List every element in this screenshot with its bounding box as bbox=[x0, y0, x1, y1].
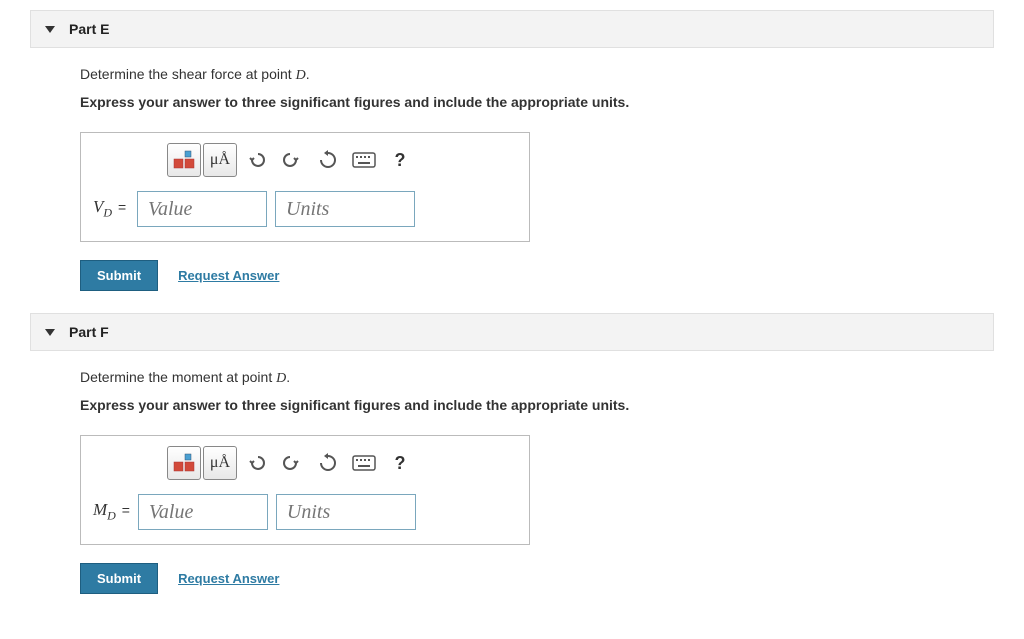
submit-button[interactable]: Submit bbox=[80, 260, 158, 291]
part-f-question: Determine the moment at point D. bbox=[80, 369, 994, 387]
part-f-input-row: MD = bbox=[93, 494, 517, 530]
part-e-title: Part E bbox=[69, 21, 109, 37]
value-input[interactable] bbox=[137, 191, 267, 227]
question-point: D bbox=[276, 371, 286, 386]
caret-down-icon bbox=[45, 329, 55, 336]
help-icon[interactable]: ? bbox=[383, 446, 417, 480]
submit-button[interactable]: Submit bbox=[80, 563, 158, 594]
part-f-header[interactable]: Part F bbox=[30, 313, 994, 351]
request-answer-link[interactable]: Request Answer bbox=[178, 571, 279, 586]
keyboard-icon[interactable] bbox=[347, 446, 381, 480]
question-suffix: . bbox=[306, 66, 310, 82]
question-prefix: Determine the shear force at point bbox=[80, 66, 296, 82]
template-icon[interactable] bbox=[167, 446, 201, 480]
part-e-input-row: VD = bbox=[93, 191, 517, 227]
reset-icon[interactable] bbox=[311, 143, 345, 177]
question-prefix: Determine the moment at point bbox=[80, 369, 276, 385]
part-e-body: Determine the shear force at point D. Ex… bbox=[30, 48, 994, 291]
caret-down-icon bbox=[45, 26, 55, 33]
part-e-instruction: Express your answer to three significant… bbox=[80, 94, 994, 110]
undo-icon[interactable] bbox=[239, 143, 273, 177]
part-e-answer-box: μÅ ? VD = bbox=[80, 132, 530, 242]
units-input[interactable] bbox=[276, 494, 416, 530]
value-input[interactable] bbox=[138, 494, 268, 530]
help-icon[interactable]: ? bbox=[383, 143, 417, 177]
part-f-actions: Submit Request Answer bbox=[80, 563, 994, 594]
undo-icon[interactable] bbox=[239, 446, 273, 480]
units-input[interactable] bbox=[275, 191, 415, 227]
request-answer-link[interactable]: Request Answer bbox=[178, 268, 279, 283]
part-f-answer-box: μÅ ? MD = bbox=[80, 435, 530, 545]
part-e-var-label: VD = bbox=[93, 197, 129, 220]
part-e-actions: Submit Request Answer bbox=[80, 260, 994, 291]
template-icon[interactable] bbox=[167, 143, 201, 177]
part-e-question: Determine the shear force at point D. bbox=[80, 66, 994, 84]
keyboard-icon[interactable] bbox=[347, 143, 381, 177]
redo-icon[interactable] bbox=[275, 446, 309, 480]
mu-angstrom-icon[interactable]: μÅ bbox=[203, 446, 237, 480]
question-suffix: . bbox=[286, 369, 290, 385]
part-e: Part E Determine the shear force at poin… bbox=[30, 10, 994, 291]
part-f-title: Part F bbox=[69, 324, 109, 340]
redo-icon[interactable] bbox=[275, 143, 309, 177]
reset-icon[interactable] bbox=[311, 446, 345, 480]
part-e-header[interactable]: Part E bbox=[30, 10, 994, 48]
part-f-body: Determine the moment at point D. Express… bbox=[30, 351, 994, 594]
mu-angstrom-icon[interactable]: μÅ bbox=[203, 143, 237, 177]
part-f-toolbar: μÅ ? bbox=[167, 446, 517, 480]
part-f-var-label: MD = bbox=[93, 500, 130, 523]
part-f-instruction: Express your answer to three significant… bbox=[80, 397, 994, 413]
part-f: Part F Determine the moment at point D. … bbox=[30, 313, 994, 594]
part-e-toolbar: μÅ ? bbox=[167, 143, 517, 177]
question-point: D bbox=[296, 68, 306, 83]
